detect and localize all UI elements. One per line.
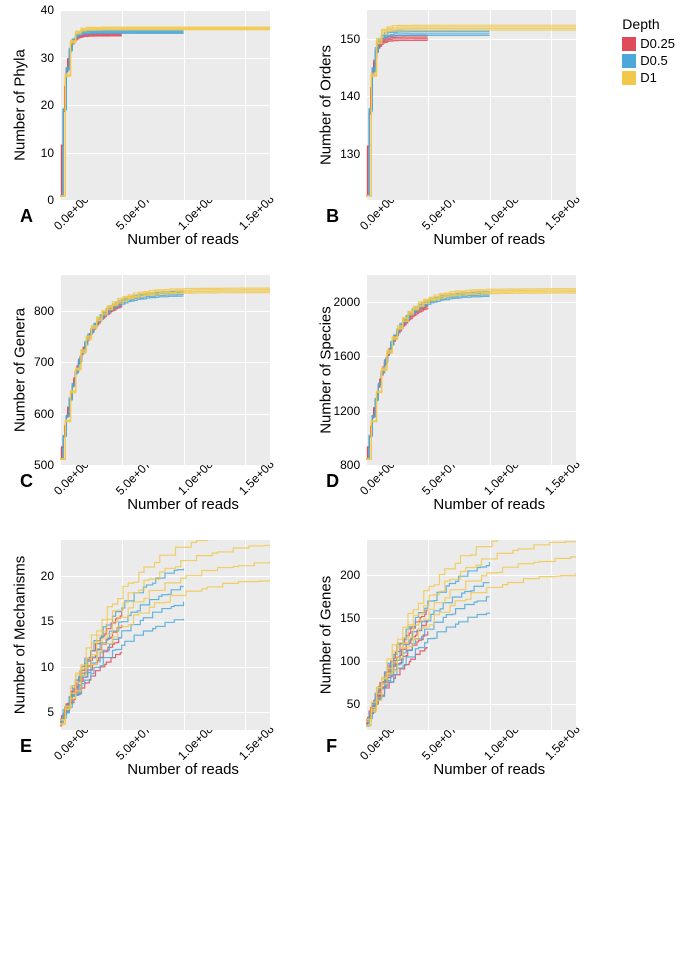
series-line-D1 [60,288,270,459]
legend-label: D0.25 [640,36,675,51]
series-line-D1 [60,30,270,196]
series-line-D0.25 [60,304,122,460]
x-axis-label: Number of reads [127,761,239,778]
series-line-D0.5 [60,32,184,197]
panel-E: 51015200.0e+005.0e+071.0e+081.5e+08Numbe… [10,540,306,785]
series-line-D0.5 [60,33,184,196]
plot-area [60,10,270,200]
series-line-D1 [366,25,576,196]
x-axis-label: Number of reads [433,231,545,248]
panel-A: 0102030400.0e+005.0e+071.0e+081.5e+08Num… [10,10,306,255]
series-line-D1 [60,545,270,719]
legend-label: D1 [640,70,657,85]
series-line-D0.5 [366,35,490,195]
legend-swatch [622,37,636,51]
panel-label: D [326,471,339,492]
series-line-D0.5 [366,296,490,459]
series-lines [60,10,270,200]
series-line-D0.5 [366,597,490,723]
series-lines [366,275,576,465]
panel-D: 8001200160020000.0e+005.0e+071.0e+081.5e… [316,275,612,520]
plot-area [60,275,270,465]
series-line-D1 [366,542,576,725]
panel-label: A [20,206,33,227]
series-line-D1 [366,293,576,459]
series-line-D0.5 [366,292,490,460]
x-axis-label: Number of reads [127,231,239,248]
plot-box: 1301401500.0e+005.0e+071.0e+081.5e+08Num… [366,10,612,200]
series-line-D1 [366,28,576,195]
x-axis-label: Number of reads [433,761,545,778]
y-axis-label: Number of Orders [318,45,335,165]
series-lines [60,540,270,730]
panel-F: 501001502000.0e+005.0e+071.0e+081.5e+08N… [316,540,612,785]
series-line-D1 [366,292,576,460]
panel-label: B [326,206,339,227]
series-lines [366,10,576,200]
panel-C: 5006007008000.0e+005.0e+071.0e+081.5e+08… [10,275,306,520]
series-line-D0.5 [366,32,490,196]
plot-box: 8001200160020000.0e+005.0e+071.0e+081.5e… [366,275,612,465]
series-line-D1 [60,291,270,459]
series-line-D0.5 [60,293,184,459]
plot-box: 501001502000.0e+005.0e+071.0e+081.5e+08N… [366,540,612,730]
plot-area [366,275,576,465]
y-axis-label: Number of Genera [12,308,29,432]
series-line-D0.25 [366,304,428,460]
series-line-D1 [366,290,576,459]
series-line-D1 [366,289,576,459]
series-line-D1 [60,540,270,723]
series-line-D0.5 [60,33,184,196]
series-line-D0.5 [60,31,184,196]
y-axis-label: Number of Phyla [12,49,29,161]
panel-B: 1301401500.0e+005.0e+071.0e+081.5e+08Num… [316,10,612,255]
series-line-D0.5 [366,30,490,195]
series-line-D1 [60,293,270,459]
plot-box: 0102030400.0e+005.0e+071.0e+081.5e+08Num… [60,10,306,200]
series-lines [60,275,270,465]
series-line-D1 [366,27,576,196]
series-line-D0.5 [366,34,490,196]
plot-box: 5006007008000.0e+005.0e+071.0e+081.5e+08… [60,275,306,465]
y-axis-label: Number of Mechanisms [12,556,29,714]
plot-box: 51015200.0e+005.0e+071.0e+081.5e+08Numbe… [60,540,306,730]
series-line-D0.5 [60,296,184,459]
series-line-D1 [60,290,270,460]
x-axis-label: Number of reads [433,496,545,513]
series-line-D1 [60,28,270,196]
series-line-D0.5 [60,602,184,719]
series-line-D0.5 [366,295,490,459]
series-line-D0.25 [60,302,122,459]
panel-label: F [326,736,337,757]
panel-label: C [20,471,33,492]
y-axis-label: Number of Genes [318,576,335,694]
plot-area [60,540,270,730]
x-axis-label: Number of reads [127,496,239,513]
y-axis-label: Number of Species [318,306,335,434]
panel-label: E [20,736,32,757]
legend-label: D0.5 [640,53,667,68]
figure-grid: Depth D0.25 D0.5 D1 0102030400.0e+005.0e+0… [10,10,675,785]
series-line-D1 [366,30,576,196]
legend-item: D0.5 [622,53,675,68]
series-line-D0.5 [366,612,490,719]
series-line-D0.5 [60,587,184,721]
legend-title: Depth [622,16,675,32]
series-line-D0.5 [366,293,490,459]
series-line-D0.5 [60,291,184,459]
series-lines [366,540,576,730]
legend-item: D1 [622,70,675,85]
series-line-D0.25 [366,305,428,459]
series-line-D1 [60,29,270,196]
legend: Depth D0.25 D0.5 D1 [622,10,675,255]
series-line-D1 [60,27,270,196]
plot-area [366,10,576,200]
plot-area [366,540,576,730]
legend-swatch [622,71,636,85]
legend-item: D0.25 [622,36,675,51]
legend-swatch [622,54,636,68]
series-line-D0.5 [60,295,184,460]
